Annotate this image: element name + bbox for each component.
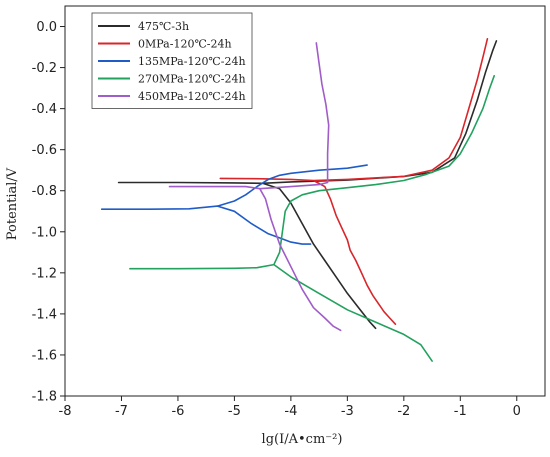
legend-label: 450MPa-120℃-24h	[138, 90, 246, 103]
x-tick-label: -6	[171, 404, 184, 419]
y-tick-label: -1.2	[32, 266, 57, 281]
series-line-2	[219, 38, 489, 325]
y-tick-label: -0.8	[32, 184, 57, 199]
y-tick-label: -1.0	[32, 225, 57, 240]
x-tick-label: -1	[454, 404, 467, 419]
x-tick-label: -5	[228, 404, 241, 419]
legend-label: 475℃-3h	[138, 20, 189, 33]
axes: -8 -7 -6 -5 -4 -3 -2 -1 0 0.0 -0.2 -0.4 -0.6 -0.8 -1.0…	[32, 5, 546, 419]
x-tick-label: -4	[284, 404, 297, 419]
y-tick-label: -1.8	[32, 390, 57, 405]
y-tick-label: -1.4	[32, 307, 57, 322]
x-tick-label: -8	[59, 404, 72, 419]
series-line-3	[100, 164, 368, 245]
x-tick-label: 0	[513, 404, 521, 419]
legend: 475℃-3h 0MPa-120℃-24h 135MPa-120℃-24h 270MP…	[91, 12, 253, 109]
series-line-5	[168, 42, 342, 332]
y-tick-label: -0.2	[32, 61, 57, 76]
x-tick-label: -3	[341, 404, 354, 419]
y-tick-label: 0.0	[36, 20, 57, 35]
y-tick-label: -0.4	[32, 102, 57, 117]
plot-frame	[64, 5, 546, 397]
y-tick-label: -0.6	[32, 143, 57, 158]
y-tick-label: -1.6	[32, 348, 57, 363]
x-tick-label: -2	[397, 404, 410, 419]
legend-label: 0MPa-120℃-24h	[138, 38, 232, 51]
legend-label: 270MPa-120℃-24h	[138, 73, 246, 86]
legend-label: 135MPa-120℃-24h	[138, 55, 246, 68]
x-axis-title: lg(I/A•cm⁻²)	[262, 432, 343, 447]
x-tick-label: -7	[115, 404, 128, 419]
y-axis-title: Potential/V	[5, 167, 20, 240]
series-group	[100, 38, 498, 362]
plot-area	[100, 38, 498, 362]
series-line-4	[129, 75, 495, 362]
